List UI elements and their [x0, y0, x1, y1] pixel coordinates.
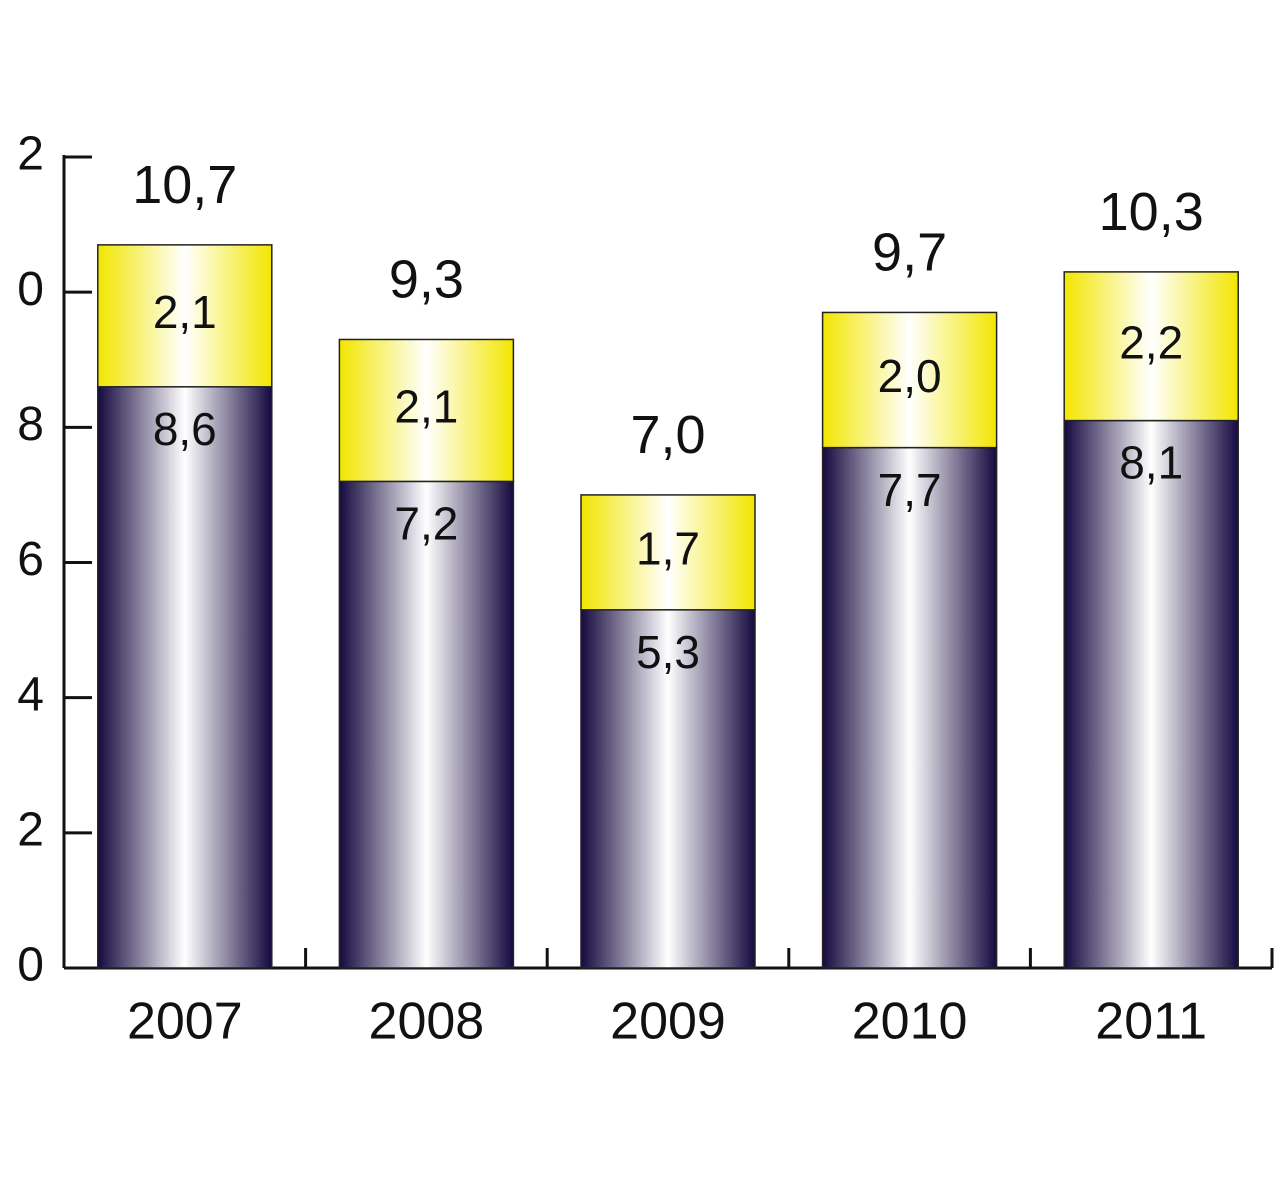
- total-label: 10,7: [132, 155, 237, 215]
- value-label: 7,2: [394, 498, 458, 550]
- value-label: 8,6: [153, 403, 217, 455]
- value-label: 1,7: [636, 523, 700, 575]
- y-tick-label: 2: [17, 804, 44, 857]
- bar-segment: [1063, 419, 1239, 969]
- x-tick-label: 2007: [127, 993, 243, 1051]
- value-label: 2,0: [878, 350, 942, 402]
- bar-segment: [338, 480, 515, 969]
- value-label: 2,2: [1119, 316, 1183, 368]
- y-tick-label: 6: [17, 533, 44, 586]
- x-tick-label: 2010: [852, 993, 968, 1051]
- total-label: 7,0: [630, 405, 705, 465]
- y-tick-label: 8: [17, 398, 44, 451]
- value-label: 2,1: [153, 286, 217, 338]
- total-label: 10,3: [1099, 182, 1204, 242]
- bar-segment: [821, 446, 998, 969]
- value-label: 5,3: [636, 626, 700, 678]
- bar-segment: [338, 338, 515, 483]
- bar-segment: [1063, 271, 1239, 422]
- x-tick-label: 2011: [1095, 993, 1207, 1051]
- bar-segment: [97, 386, 273, 969]
- bar-segment: [821, 311, 998, 449]
- total-label: 9,3: [389, 250, 464, 310]
- y-tick-label: 0: [17, 939, 44, 992]
- value-label: 2,1: [394, 381, 458, 433]
- y-tick-label: 0: [17, 263, 44, 316]
- y-tick-label: 2: [17, 128, 44, 181]
- x-tick-label: 2009: [610, 993, 726, 1051]
- value-label: 7,7: [878, 464, 942, 516]
- x-tick-label: 2008: [369, 993, 485, 1051]
- total-label: 9,7: [872, 223, 947, 283]
- value-label: 8,1: [1119, 437, 1183, 489]
- bar-segment: [97, 244, 273, 388]
- bar-segment: [580, 494, 756, 611]
- bar-segment: [580, 609, 756, 969]
- y-tick-label: 4: [17, 668, 44, 721]
